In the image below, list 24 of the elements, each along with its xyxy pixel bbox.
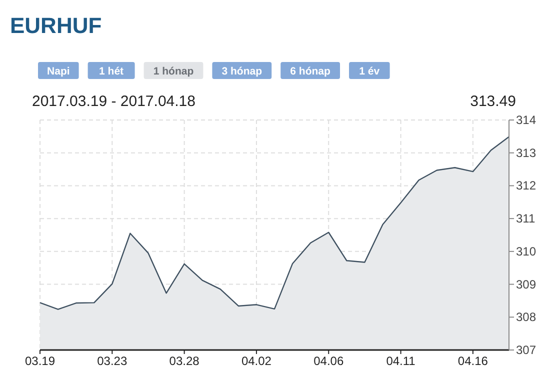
x-tick-label: 04.02 — [241, 354, 272, 368]
button: Napi — [38, 62, 79, 79]
x-tick-label: 03.19 — [24, 354, 56, 368]
y-tick-label: 312 — [516, 178, 536, 193]
button: 6 hónap — [280, 62, 340, 79]
x-tick-label: 03.28 — [169, 354, 200, 368]
button: 3 hónap — [212, 62, 272, 79]
chart-subtitle: 2017.03.19 - 2017.04.18 — [32, 93, 196, 110]
y-tick-label: 307 — [516, 343, 536, 357]
text: 313.49 — [470, 93, 516, 110]
button: 1 hónap — [144, 62, 204, 79]
x-tick-label: 04.11 — [386, 354, 416, 368]
x-tick-label: 04.16 — [458, 354, 488, 368]
y-tick-label: 313 — [516, 146, 536, 160]
y-tick-label: 308 — [516, 310, 536, 324]
y-tick-label: 314 — [516, 113, 536, 127]
chart-title: EURHUF — [10, 13, 102, 38]
y-tick-label: 311 — [516, 212, 536, 226]
x-tick-label: 04.06 — [314, 354, 344, 368]
button: 1 hét — [88, 62, 135, 79]
button: 1 év — [349, 62, 390, 79]
y-tick-label: 310 — [516, 244, 536, 258]
y-tick-label: 309 — [516, 277, 536, 292]
x-tick-label: 03.23 — [97, 354, 128, 368]
